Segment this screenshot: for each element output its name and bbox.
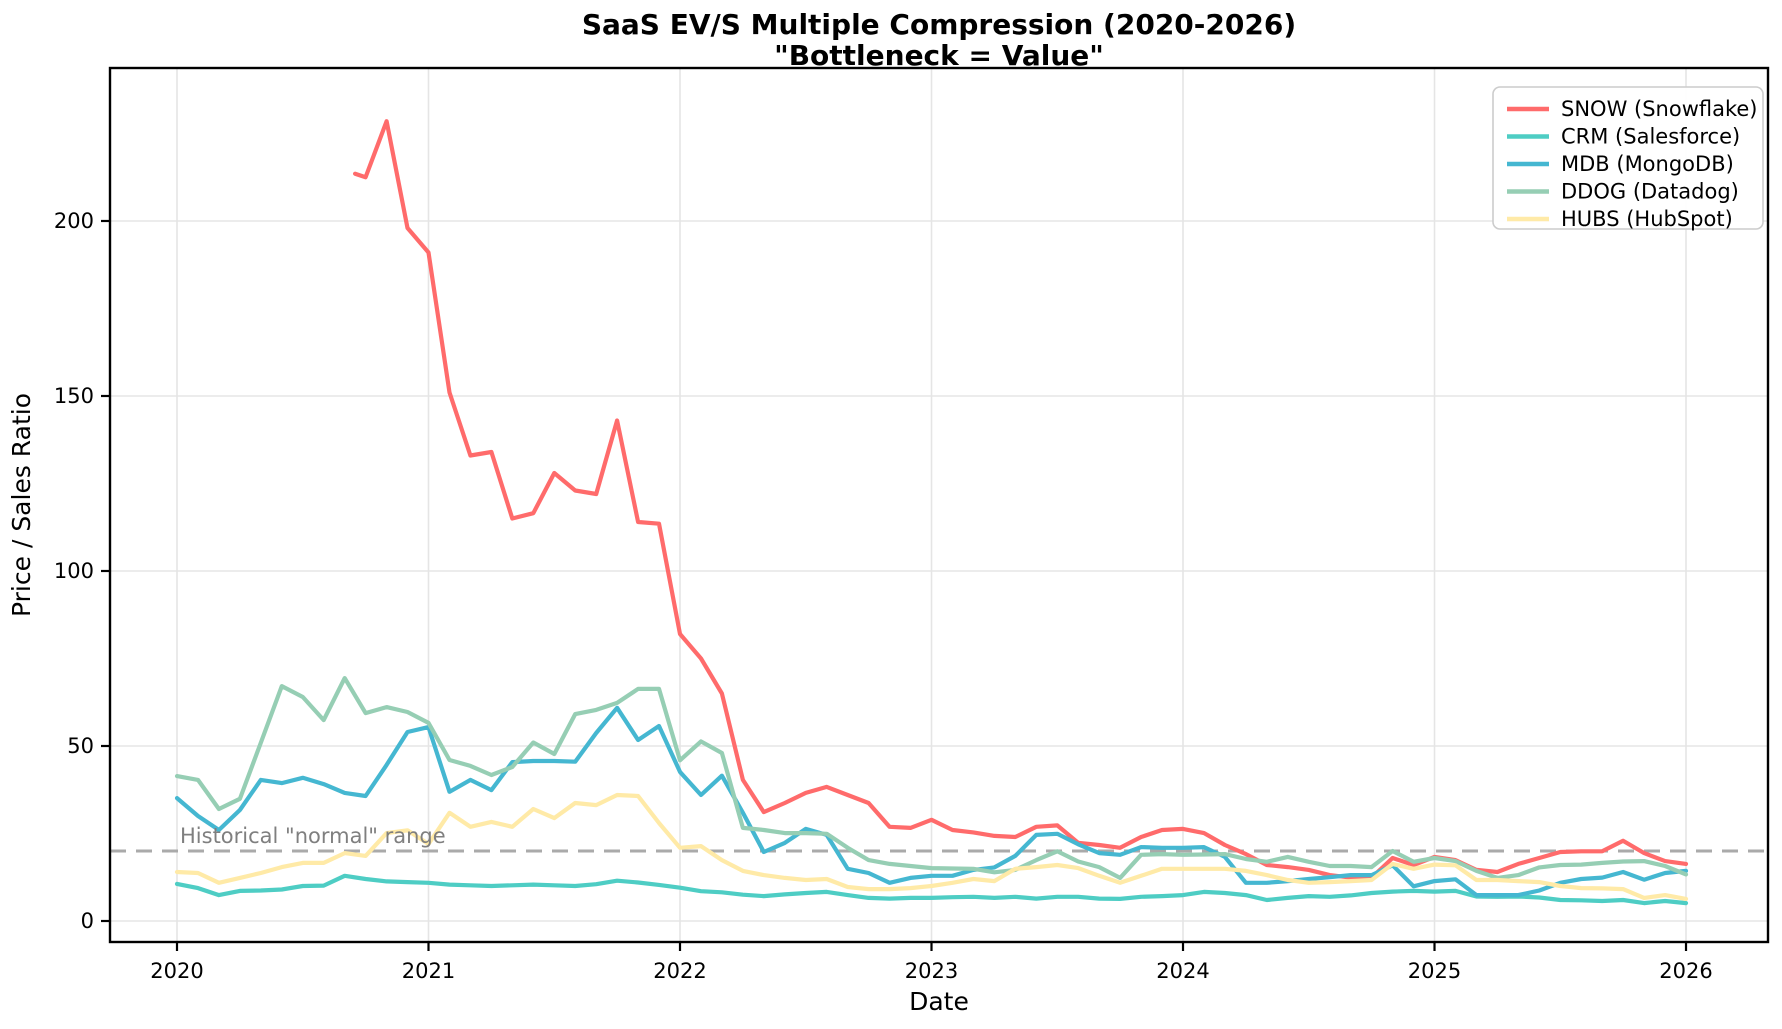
legend-item-ddog: DDOG (Datadog)	[1507, 180, 1739, 204]
snow-line	[353, 119, 1689, 880]
x-tick-label: 2021	[402, 959, 455, 983]
x-tick-label: 2026	[1659, 959, 1712, 983]
y-tick-label: 200	[54, 209, 94, 233]
x-tick-label: 2024	[1156, 959, 1209, 983]
axis-ticks: 2020 2021 2022 2023 2024 2025 2026 0 50 100 150 200	[54, 209, 1713, 983]
y-tick-label: 100	[54, 559, 94, 583]
y-tick-label: 50	[67, 734, 94, 758]
chart-title: SaaS EV/S Multiple Compression (2020-202…	[582, 8, 1296, 41]
gridlines	[110, 68, 1768, 942]
legend-item-mdb: MDB (MongoDB)	[1507, 152, 1734, 176]
x-tick-label: 2025	[1408, 959, 1461, 983]
hubs-line	[174, 792, 1689, 902]
legend-label-mdb: MDB (MongoDB)	[1561, 152, 1734, 176]
normal-range-annotation: Historical "normal" range	[180, 824, 446, 848]
legend-label-crm: CRM (Salesforce)	[1561, 125, 1740, 149]
legend-item-crm: CRM (Salesforce)	[1507, 125, 1740, 149]
x-tick-label: 2023	[905, 959, 958, 983]
x-tick-label: 2022	[653, 959, 706, 983]
ddog-line	[174, 675, 1689, 881]
axes-spines	[108, 66, 1770, 944]
legend-item-snow: SNOW (Snowflake)	[1507, 97, 1758, 121]
legend-box	[1492, 86, 1764, 230]
series-lines	[174, 119, 1689, 906]
y-axis-label: Price / Sales Ratio	[7, 393, 36, 617]
y-tick-label: 150	[54, 384, 94, 408]
legend-label-ddog: DDOG (Datadog)	[1561, 180, 1739, 204]
legend-label-hubs: HUBS (HubSpot)	[1561, 207, 1733, 231]
x-axis-label: Date	[909, 987, 969, 1016]
crm-line	[174, 873, 1689, 906]
x-tick-label: 2020	[150, 959, 203, 983]
legend-item-hubs: HUBS (HubSpot)	[1507, 207, 1733, 231]
legend: SNOW (Snowflake) CRM (Salesforce) MDB (Mon…	[1492, 86, 1764, 231]
legend-label-snow: SNOW (Snowflake)	[1561, 97, 1758, 121]
chart-subtitle: "Bottleneck = Value"	[774, 39, 1104, 72]
plot-border	[108, 66, 1770, 944]
y-tick-label: 0	[81, 909, 94, 933]
